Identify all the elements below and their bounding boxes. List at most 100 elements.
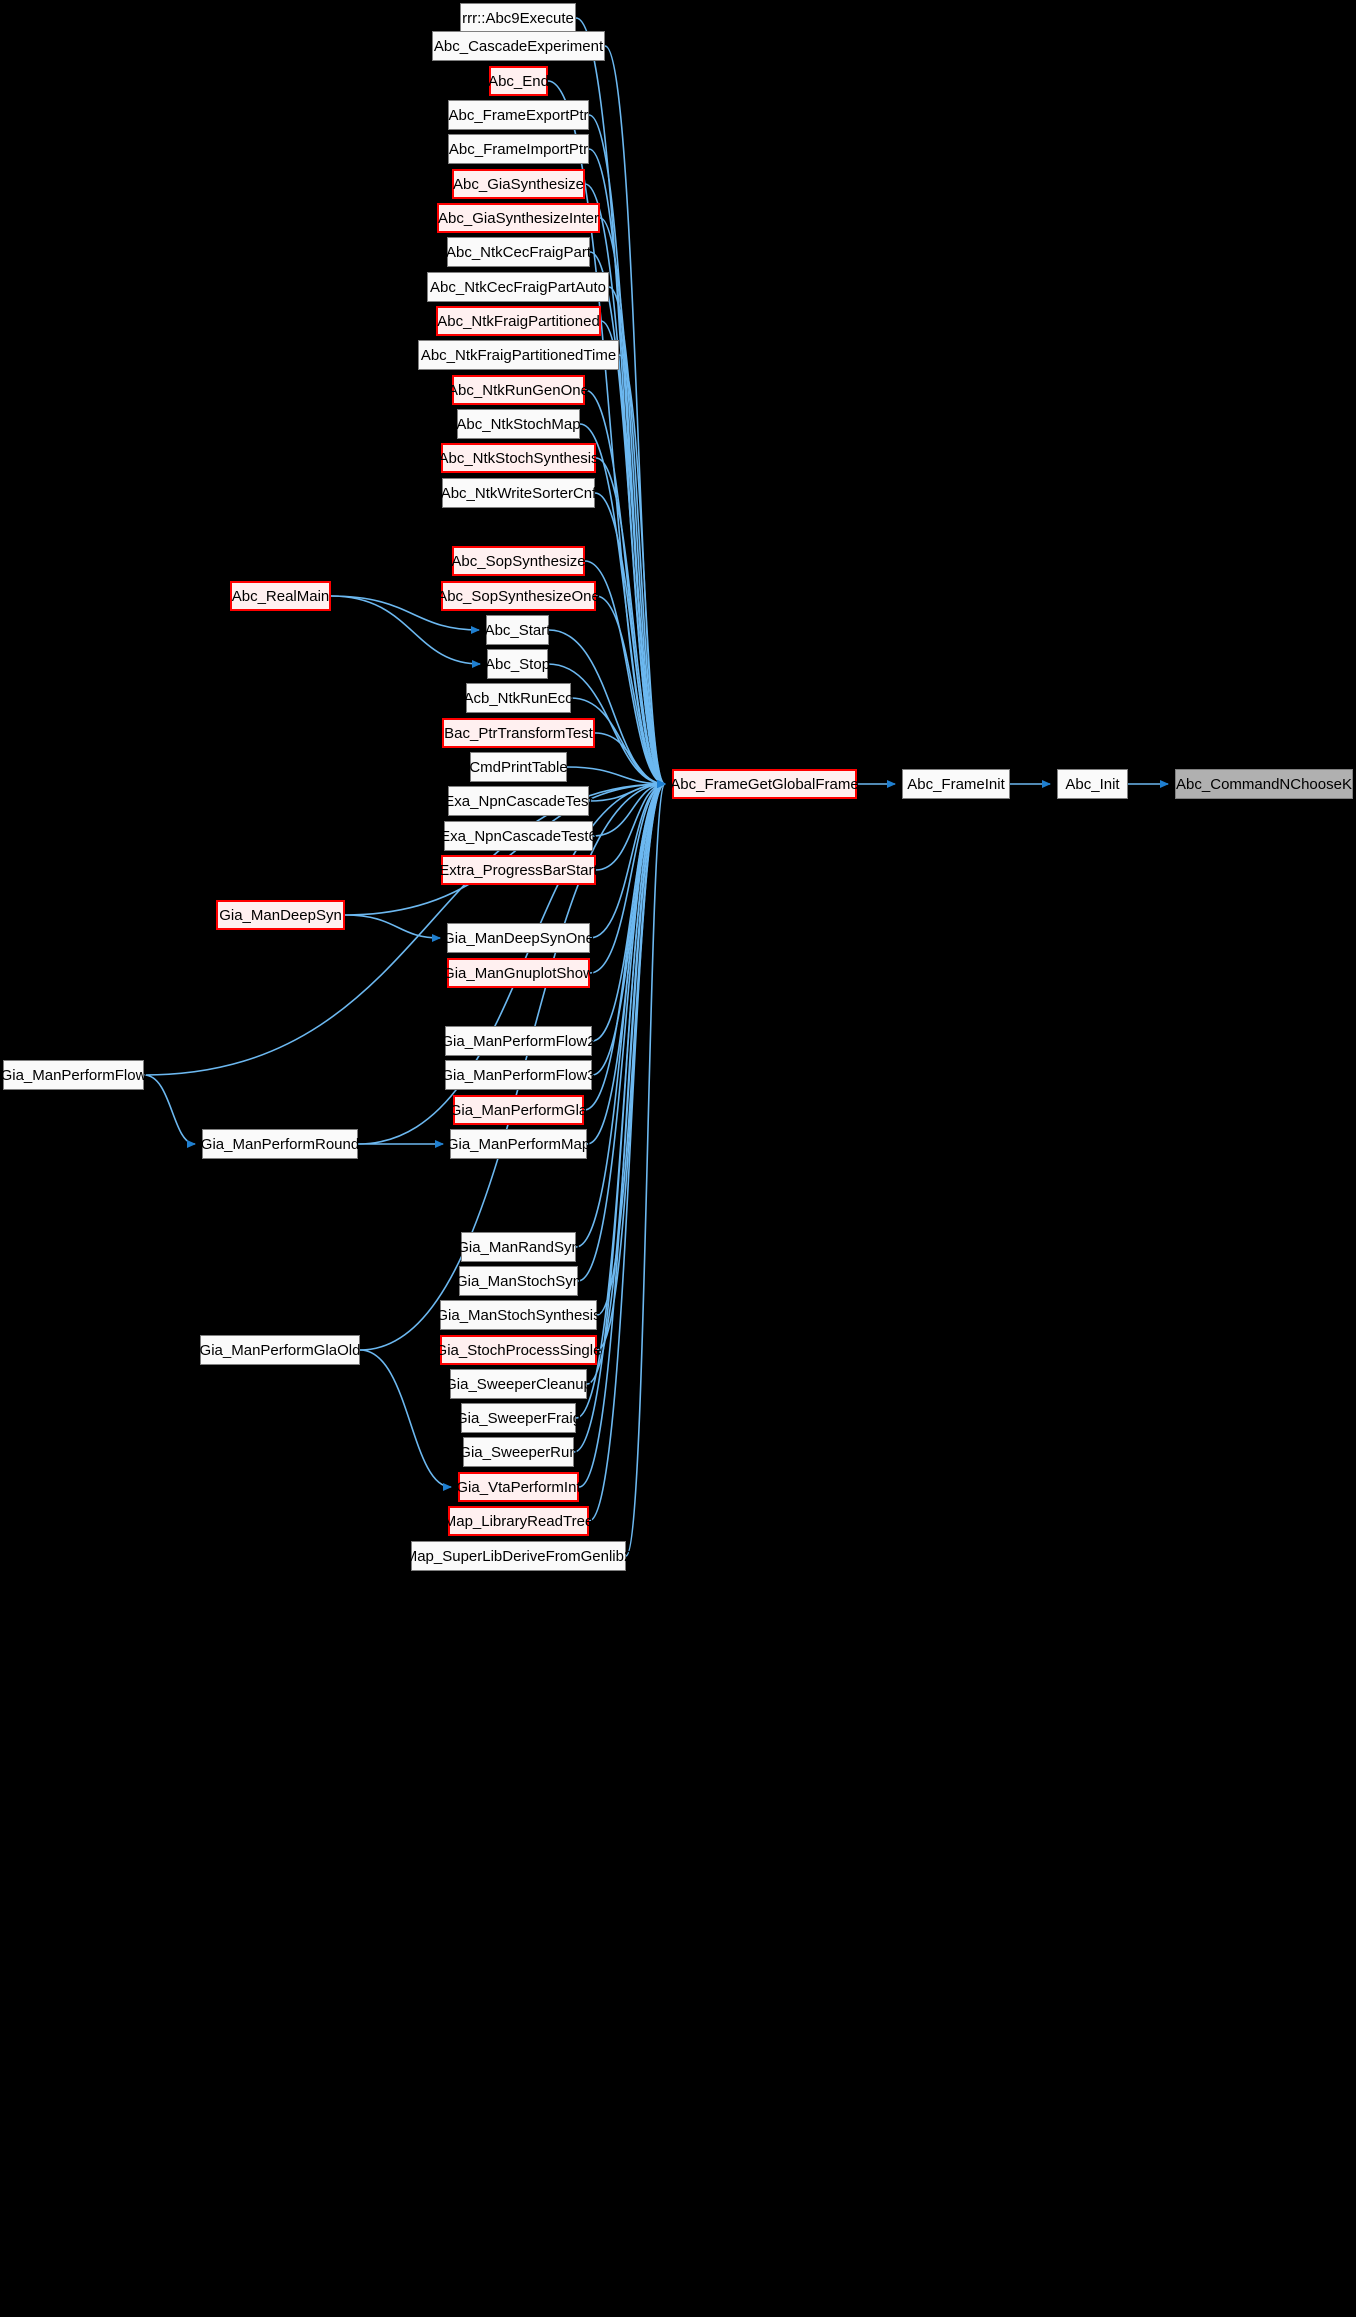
graph-node-f2[interactable]: Abc_Init <box>1057 769 1128 799</box>
graph-node-label: Abc_GiaSynthesizeInter <box>438 209 599 227</box>
graph-edge <box>344 914 441 942</box>
graph-edge <box>359 1349 452 1491</box>
graph-edge <box>618 354 666 788</box>
graph-edge <box>578 780 666 1488</box>
graph-node-n34[interactable]: Gia_StochProcessSingle <box>436 1335 601 1365</box>
graph-node-label: Gia_ManPerformRound <box>200 1135 360 1153</box>
graph-node-n24[interactable]: Extra_ProgressBarStart <box>439 855 598 885</box>
graph-node-n7[interactable]: Abc_NtkCecFraigPart <box>446 237 591 267</box>
graph-node-label: rrr::Abc9Execute <box>462 9 574 27</box>
graph-node-n39[interactable]: Map_LibraryReadTree <box>444 1506 593 1536</box>
graph-node-n21[interactable]: CmdPrintTable <box>469 752 568 782</box>
graph-node-label: Gia_StochProcessSingle <box>435 1341 602 1359</box>
graph-node-label: CmdPrintTable <box>469 758 568 776</box>
graph-node-label: Abc_NtkFraigPartitioned <box>437 312 600 330</box>
graph-node-n9[interactable]: Abc_NtkFraigPartitioned <box>436 306 601 336</box>
graph-edge <box>599 217 666 788</box>
graph-node-label: Abc_NtkRunGenOne <box>448 381 589 399</box>
graph-node-n0[interactable]: rrr::Abc9Execute <box>460 3 576 33</box>
graph-node-n25[interactable]: Gia_ManDeepSynOne <box>443 923 594 953</box>
graph-node-label: Map_SuperLibDeriveFromGenlib2 <box>404 1547 633 1565</box>
graph-node-label: Abc_NtkCecFraigPart <box>445 243 592 261</box>
graph-node-n23[interactable]: Exa_NpnCascadeTest6 <box>440 821 597 851</box>
graph-node-label: Abc_GiaSynthesize <box>453 175 584 193</box>
graph-node-label: Gia_SweeperFraig <box>455 1409 582 1427</box>
graph-node-label: Abc_NtkFraigPartitionedTime <box>420 346 617 364</box>
graph-node-n37[interactable]: Gia_SweeperRun <box>459 1437 578 1467</box>
graph-node-label: Abc_CascadeExperiment <box>433 37 604 55</box>
graph-node-label: Gia_SweeperCleanup <box>445 1375 592 1393</box>
graph-node-n36[interactable]: Gia_SweeperFraig <box>456 1403 581 1433</box>
graph-edge <box>596 780 666 1351</box>
graph-node-m2[interactable]: Gia_ManPerformFlow <box>1 1060 146 1090</box>
graph-node-m4[interactable]: Gia_ManPerformGlaOld <box>200 1335 360 1365</box>
graph-node-label: Gia_ManPerformGlaOld <box>199 1341 361 1359</box>
graph-node-n28[interactable]: Gia_ManPerformFlow3 <box>441 1060 596 1090</box>
graph-node-n4[interactable]: Abc_FrameImportPtr <box>448 134 589 164</box>
graph-edge <box>595 780 666 871</box>
graph-node-n35[interactable]: Gia_SweeperCleanup <box>445 1369 592 1399</box>
graph-node-label: Gia_ManPerformFlow <box>0 1066 147 1084</box>
graph-node-label: Abc_SopSynthesizeOne <box>437 587 600 605</box>
graph-node-label: Abc_NtkStochMap <box>456 415 581 433</box>
graph-node-n14[interactable]: Abc_NtkWriteSorterCnf <box>441 478 596 508</box>
graph-edge <box>588 780 666 1522</box>
graph-node-f1[interactable]: Abc_FrameInit <box>902 769 1010 799</box>
graph-node-label: Bac_PtrTransformTest <box>444 724 593 742</box>
graph-node-label: Abc_FrameExportPtr <box>448 106 589 124</box>
graph-node-label: Gia_ManRandSyn <box>457 1238 580 1256</box>
graph-node-label: Abc_NtkStochSynthesis <box>438 449 599 467</box>
graph-node-n30[interactable]: Gia_ManPerformMap <box>447 1129 590 1159</box>
graph-node-label: Abc_FrameImportPtr <box>448 140 589 158</box>
graph-node-n27[interactable]: Gia_ManPerformFlow2 <box>441 1026 596 1056</box>
graph-node-n5[interactable]: Abc_GiaSynthesize <box>452 169 585 199</box>
graph-edge <box>625 780 666 1557</box>
graph-node-n33[interactable]: Gia_ManStochSynthesis <box>436 1300 601 1330</box>
graph-node-n32[interactable]: Gia_ManStochSyn <box>456 1266 581 1296</box>
graph-node-f3[interactable]: Abc_CommandNChooseK <box>1175 769 1353 799</box>
graph-node-n11[interactable]: Abc_NtkRunGenOne <box>448 375 589 405</box>
graph-node-m0[interactable]: Abc_RealMain <box>230 581 331 611</box>
graph-node-label: Abc_RealMain <box>231 587 330 605</box>
graph-edge <box>573 780 666 1453</box>
graph-node-n10[interactable]: Abc_NtkFraigPartitionedTime <box>418 340 619 370</box>
graph-edge <box>594 492 666 788</box>
graph-node-label: Gia_VtaPerformInt <box>456 1478 581 1496</box>
graph-node-n3[interactable]: Abc_FrameExportPtr <box>448 100 589 130</box>
graph-node-hub[interactable]: Abc_FrameGetGlobalFrame <box>670 769 859 799</box>
graph-node-n12[interactable]: Abc_NtkStochMap <box>456 409 581 439</box>
graph-node-n2[interactable]: Abc_End <box>488 66 549 96</box>
graph-node-n18[interactable]: Abc_Stop <box>485 649 550 679</box>
graph-node-label: Map_LibraryReadTree <box>443 1512 594 1530</box>
graph-node-n26[interactable]: Gia_ManGnuplotShow <box>443 958 594 988</box>
graph-node-label: Gia_ManPerformMap <box>446 1135 591 1153</box>
graph-node-n6[interactable]: Abc_GiaSynthesizeInter <box>437 203 600 233</box>
graph-node-n1[interactable]: Abc_CascadeExperiment <box>432 31 605 61</box>
graph-node-n22[interactable]: Exa_NpnCascadeTest <box>444 786 593 816</box>
graph-node-n40[interactable]: Map_SuperLibDeriveFromGenlib2 <box>405 1541 632 1571</box>
graph-edge <box>594 732 666 788</box>
graph-node-label: Abc_NtkCecFraigPartAuto <box>430 278 606 296</box>
graph-node-n13[interactable]: Abc_NtkStochSynthesis <box>438 443 599 473</box>
graph-edge <box>592 780 666 837</box>
graph-node-n29[interactable]: Gia_ManPerformGla <box>450 1095 587 1125</box>
graph-edge <box>330 595 481 668</box>
graph-node-m3[interactable]: Gia_ManPerformRound <box>201 1129 359 1159</box>
graph-node-n17[interactable]: Abc_Start <box>485 615 550 645</box>
graph-node-label: Extra_ProgressBarStart <box>439 861 598 879</box>
graph-node-label: Exa_NpnCascadeTest <box>444 792 593 810</box>
graph-node-label: Acb_NtkRunEco <box>463 689 574 707</box>
graph-edge <box>583 780 666 1111</box>
graph-node-n38[interactable]: Gia_VtaPerformInt <box>456 1472 581 1502</box>
graph-node-m1[interactable]: Gia_ManDeepSyn <box>216 900 345 930</box>
graph-node-label: Gia_ManGnuplotShow <box>443 964 594 982</box>
graph-node-n16[interactable]: Abc_SopSynthesizeOne <box>437 581 600 611</box>
graph-node-n8[interactable]: Abc_NtkCecFraigPartAuto <box>427 272 609 302</box>
graph-node-n20[interactable]: Bac_PtrTransformTest <box>442 718 595 748</box>
graph-node-label: Gia_ManStochSyn <box>455 1272 582 1290</box>
graph-node-label: Gia_ManDeepSynOne <box>443 929 594 947</box>
graph-node-n31[interactable]: Gia_ManRandSyn <box>457 1232 580 1262</box>
graph-node-n19[interactable]: Acb_NtkRunEco <box>463 683 574 713</box>
graph-node-n15[interactable]: Abc_SopSynthesize <box>451 546 586 576</box>
